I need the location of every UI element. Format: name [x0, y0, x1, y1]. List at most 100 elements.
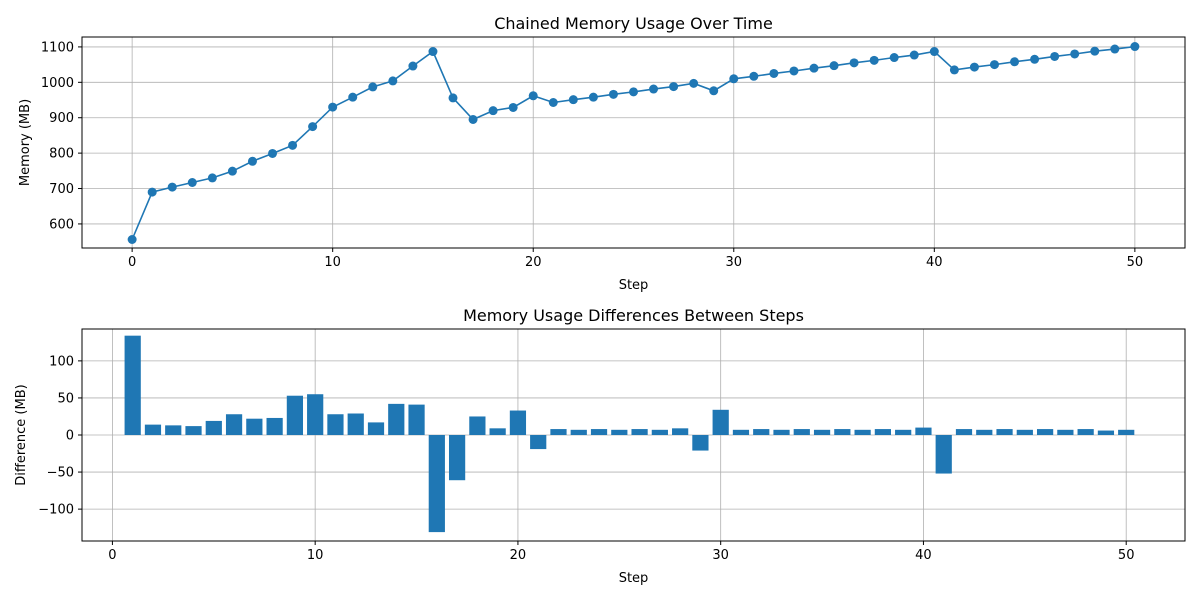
- memory-usage-point: [308, 122, 318, 132]
- difference-bar: [590, 429, 608, 435]
- memory-usage-point: [288, 140, 298, 150]
- memory-usage-point: [729, 74, 739, 84]
- difference-bar: [1036, 429, 1054, 435]
- memory-usage-point: [448, 93, 458, 103]
- line-chart-y-tick-label: 700: [49, 182, 74, 197]
- memory-usage-point: [1030, 54, 1040, 64]
- bar-chart-y-tick-label: 0: [66, 429, 74, 444]
- bar-chart-x-tick-label: 20: [510, 548, 527, 563]
- difference-bar: [935, 435, 952, 474]
- memory-usage-point: [127, 235, 137, 245]
- difference-bar: [773, 429, 790, 435]
- difference-bar: [854, 429, 871, 435]
- difference-bar: [996, 429, 1013, 435]
- memory-usage-point: [769, 68, 779, 78]
- difference-bar: [286, 395, 304, 435]
- line-chart-x-tick-label: 50: [1127, 255, 1144, 270]
- memory-usage-point: [428, 47, 438, 57]
- memory-usage-point: [147, 187, 157, 197]
- line-chart-x-tick-label: 40: [926, 255, 943, 270]
- memory-usage-point: [588, 92, 598, 102]
- difference-bar: [895, 429, 912, 435]
- difference-bar: [246, 418, 263, 435]
- memory-usage-point: [508, 102, 518, 112]
- difference-bar: [955, 429, 973, 435]
- memory-usage-point: [949, 65, 959, 75]
- memory-usage-point: [1090, 46, 1100, 56]
- difference-bar: [1016, 429, 1033, 435]
- line-chart-ticks: 0 10 20 30 40 50 600 700 800 900 1000 1100: [41, 40, 1143, 270]
- bar-chart-x-tick-label: 50: [1118, 548, 1135, 563]
- bar-chart-y-tick-label: −50: [47, 466, 74, 481]
- difference-bar: [712, 409, 729, 435]
- difference-bar: [692, 435, 709, 451]
- memory-usage-point: [247, 156, 257, 166]
- bar-chart-y-tick-label: 50: [57, 391, 74, 406]
- line-chart-x-axis-label: Step: [619, 278, 649, 293]
- memory-usage-point: [1010, 57, 1020, 67]
- memory-usage-point: [969, 62, 979, 72]
- bar-chart-y-axis-label: Difference (MB): [14, 384, 29, 485]
- difference-bar: [753, 429, 770, 435]
- memory-usage-point: [929, 47, 939, 57]
- memory-usage-point: [869, 55, 879, 65]
- difference-bar: [307, 394, 324, 435]
- line-chart-title: Chained Memory Usage Over Time: [494, 14, 773, 33]
- difference-bar: [915, 427, 932, 435]
- memory-usage-point: [689, 78, 699, 88]
- memory-usage-point: [1110, 44, 1120, 54]
- memory-usage-point: [548, 97, 558, 107]
- memory-usage-point: [649, 84, 659, 94]
- difference-bar: [1097, 430, 1115, 435]
- bar-chart-panel: Memory Usage Differences Between Steps 0…: [14, 306, 1186, 586]
- memory-usage-point: [608, 89, 618, 99]
- memory-usage-point: [1050, 51, 1060, 61]
- bar-chart-y-tick-label: 100: [49, 354, 74, 369]
- difference-bar: [144, 424, 162, 435]
- difference-bar: [651, 429, 668, 435]
- difference-bar: [631, 429, 648, 435]
- difference-bar: [1118, 429, 1135, 435]
- memory-usage-point: [789, 66, 799, 76]
- difference-bar: [266, 417, 283, 435]
- difference-bar: [550, 429, 567, 435]
- difference-bar: [327, 414, 344, 435]
- difference-bar: [1057, 429, 1074, 435]
- memory-usage-point: [809, 63, 819, 73]
- difference-bar: [509, 410, 527, 435]
- difference-bar: [205, 420, 222, 435]
- memory-usage-point: [709, 86, 719, 96]
- memory-usage-point: [368, 82, 378, 92]
- memory-usage-point: [528, 91, 538, 101]
- line-chart-y-tick-label: 1000: [41, 76, 74, 91]
- memory-usage-point: [167, 182, 177, 192]
- memory-usage-point: [889, 53, 899, 63]
- bar-chart-x-axis-label: Step: [619, 571, 649, 586]
- memory-usage-line: [131, 45, 1135, 240]
- difference-bar: [976, 429, 993, 435]
- bar-chart-x-tick-label: 30: [712, 548, 729, 563]
- difference-bar: [469, 416, 486, 435]
- memory-usage-point: [488, 106, 498, 116]
- memory-usage-point: [568, 95, 578, 105]
- difference-bar: [793, 429, 810, 435]
- memory-usage-point: [227, 166, 237, 176]
- bar-chart-series: [124, 335, 1135, 533]
- line-chart-y-axis-label: Memory (MB): [18, 99, 33, 186]
- difference-bar: [489, 428, 506, 435]
- difference-bar: [834, 429, 851, 435]
- line-chart-x-tick-label: 20: [525, 255, 542, 270]
- memory-usage-point: [187, 178, 197, 188]
- line-chart-frame: [81, 36, 1186, 249]
- bar-chart-title: Memory Usage Differences Between Steps: [463, 306, 804, 325]
- difference-bar: [185, 426, 202, 435]
- difference-bar: [530, 435, 547, 450]
- line-chart-series: [127, 42, 1140, 245]
- line-chart-x-tick-label: 10: [324, 255, 341, 270]
- memory-usage-point: [328, 102, 338, 112]
- difference-bar: [428, 435, 445, 533]
- memory-usage-point: [909, 50, 919, 60]
- difference-bar: [448, 435, 466, 481]
- memory-usage-point: [207, 173, 217, 183]
